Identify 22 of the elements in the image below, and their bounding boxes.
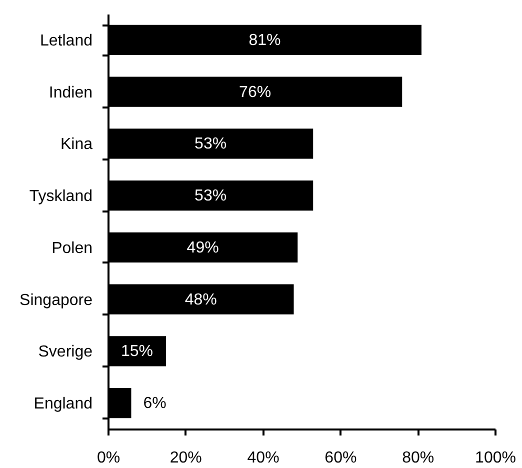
x-tick-label: 60% — [324, 450, 357, 466]
data-label: 53% — [194, 136, 227, 153]
data-label: 15% — [121, 343, 154, 360]
x-tick-label: 40% — [247, 450, 280, 466]
x-tick-label: 80% — [402, 450, 434, 466]
y-tick-label: Polen — [52, 240, 92, 257]
y-tick-label: Letland — [40, 32, 92, 50]
y-tick-label: Tyskland — [29, 188, 92, 206]
data-label: 49% — [186, 239, 219, 256]
x-tick-label: 100% — [475, 450, 516, 466]
x-tick-label: 20% — [170, 450, 202, 466]
data-label: 48% — [184, 291, 217, 308]
y-tick-label: England — [34, 396, 92, 413]
data-label: 6% — [143, 395, 166, 412]
data-label: 76% — [239, 84, 272, 101]
y-tick-label: Singapore — [20, 292, 93, 309]
x-tick-label: 0% — [96, 450, 120, 466]
y-tick-label: Kina — [60, 136, 93, 154]
data-label: 81% — [248, 32, 281, 49]
y-tick-label: Sverige — [38, 344, 93, 361]
y-tick-label: Indien — [48, 84, 92, 102]
data-label: 53% — [194, 188, 227, 205]
